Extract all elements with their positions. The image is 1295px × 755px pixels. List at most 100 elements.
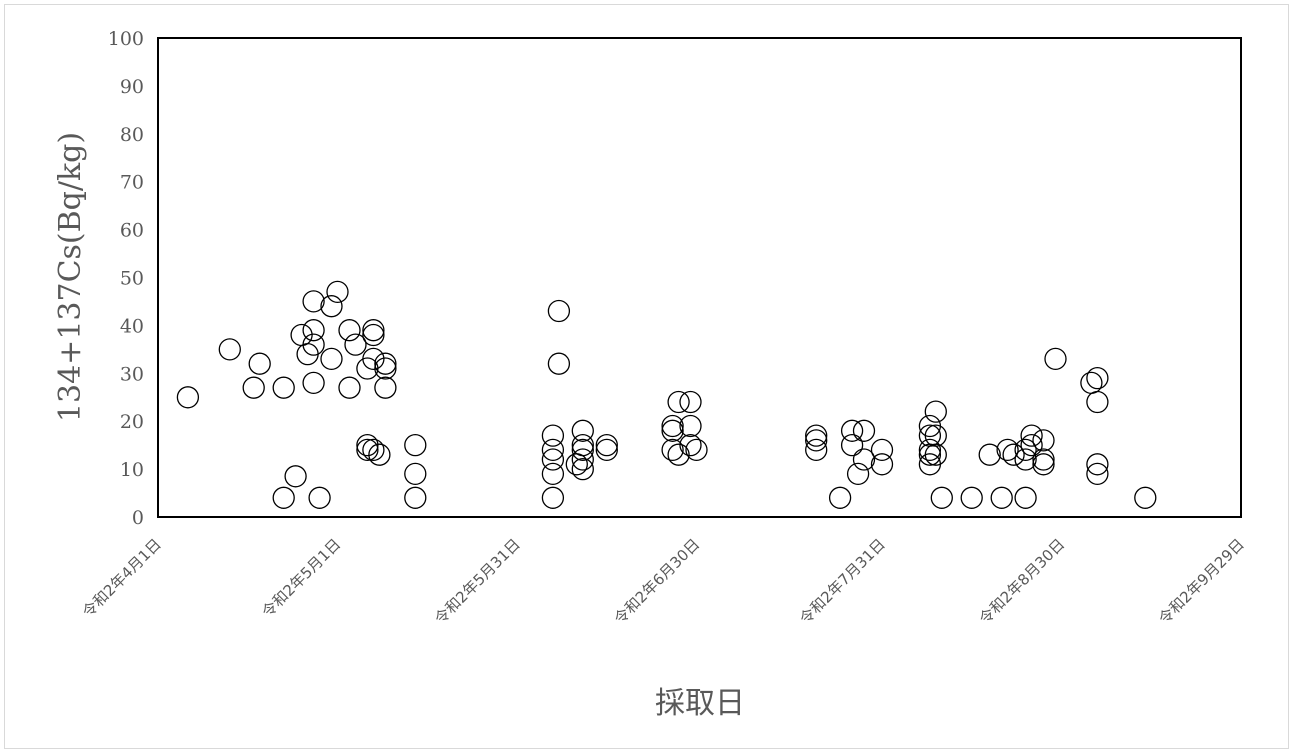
y-tick-label: 50 [120,268,144,290]
data-point [1086,462,1109,486]
data-point [338,376,361,399]
x-axis-label: 採取日 [655,686,745,721]
data-point [1020,433,1043,457]
data-point [302,333,325,356]
data-point [1002,443,1025,466]
data-point [541,448,565,471]
data-point [362,438,385,462]
data-point [356,433,379,457]
data-point [960,486,983,509]
data-point [1014,486,1037,509]
data-point [302,371,325,395]
data-point [679,414,702,438]
data-point [547,299,571,323]
data-point [571,448,594,471]
data-point [374,376,397,399]
y-tick-label: 20 [120,411,144,433]
data-point [852,448,876,471]
x-tick-label: 令和2年7月31日 [796,535,889,628]
data-point [661,438,684,462]
data-point [368,443,391,466]
data-point [805,424,828,447]
data-point [840,433,864,457]
data-point [320,295,343,318]
x-tick-label: 令和2年9月29日 [1155,535,1248,628]
data-point [541,486,565,509]
data-point [320,347,343,371]
x-axis-ticks: 令和2年4月1日 令和2年5月1日 令和2年5月31日 令和2年6月30日 令和2年7月… [79,535,1248,628]
data-point [338,319,361,342]
data-point [296,342,319,366]
data-point [308,486,331,509]
data-point [1080,371,1103,395]
data-point [870,438,894,462]
data-point [1032,448,1055,471]
data-point [565,453,588,476]
data-point [1086,453,1109,476]
data-point [541,462,565,486]
data-point [218,338,241,361]
data-point [870,453,894,476]
data-point [667,443,690,466]
data-point [595,438,618,462]
x-tick-label: 令和2年5月1日 [258,535,344,621]
data-point [362,323,385,347]
data-point [840,419,864,442]
data-point [248,352,271,375]
data-points [176,280,1157,509]
x-tick-label: 令和2年4月1日 [79,535,165,621]
data-point [1014,448,1037,471]
y-tick-label: 70 [120,172,144,194]
data-point [242,376,265,399]
data-point [272,486,295,509]
y-tick-label: 40 [120,315,144,337]
data-point [924,443,947,466]
data-point [326,280,349,304]
data-point [302,319,325,342]
data-point [344,333,367,356]
data-point [996,438,1019,462]
data-point [571,457,594,481]
y-tick-label: 0 [132,507,144,529]
y-tick-label: 90 [120,76,144,98]
chart-frame [4,4,1289,749]
data-point [404,462,427,486]
x-tick-label: 令和2年6月30日 [611,535,704,628]
data-point [595,433,618,457]
data-point [679,433,702,457]
data-point [374,357,397,380]
data-point [362,319,385,342]
data-point [661,414,684,438]
data-point [302,290,325,313]
data-point [685,438,708,462]
data-point [1086,366,1109,390]
y-tick-label: 80 [120,124,144,146]
data-point [667,390,690,414]
data-point [362,347,385,371]
data-point [571,433,594,457]
data-point [404,486,427,509]
data-point [661,419,684,442]
plot-area [157,37,1242,518]
data-point [990,486,1013,509]
data-point [918,438,942,462]
data-point [1014,438,1037,462]
data-point [918,414,942,438]
x-tick-label: 令和2年8月30日 [976,535,1069,628]
data-point [930,486,953,509]
data-point [272,376,295,399]
x-tick-label: 令和2年5月31日 [431,535,524,628]
data-point [176,386,200,409]
data-point [978,443,1001,466]
data-point [404,433,427,457]
data-point [356,438,379,462]
data-point [1032,429,1055,452]
data-point [846,462,870,486]
data-point [1044,347,1067,371]
data-point [374,352,397,375]
data-point [541,424,565,447]
data-point [284,465,307,488]
data-point [805,429,828,452]
y-axis-label: 134+137Cs(Bq/kg) [53,132,88,422]
